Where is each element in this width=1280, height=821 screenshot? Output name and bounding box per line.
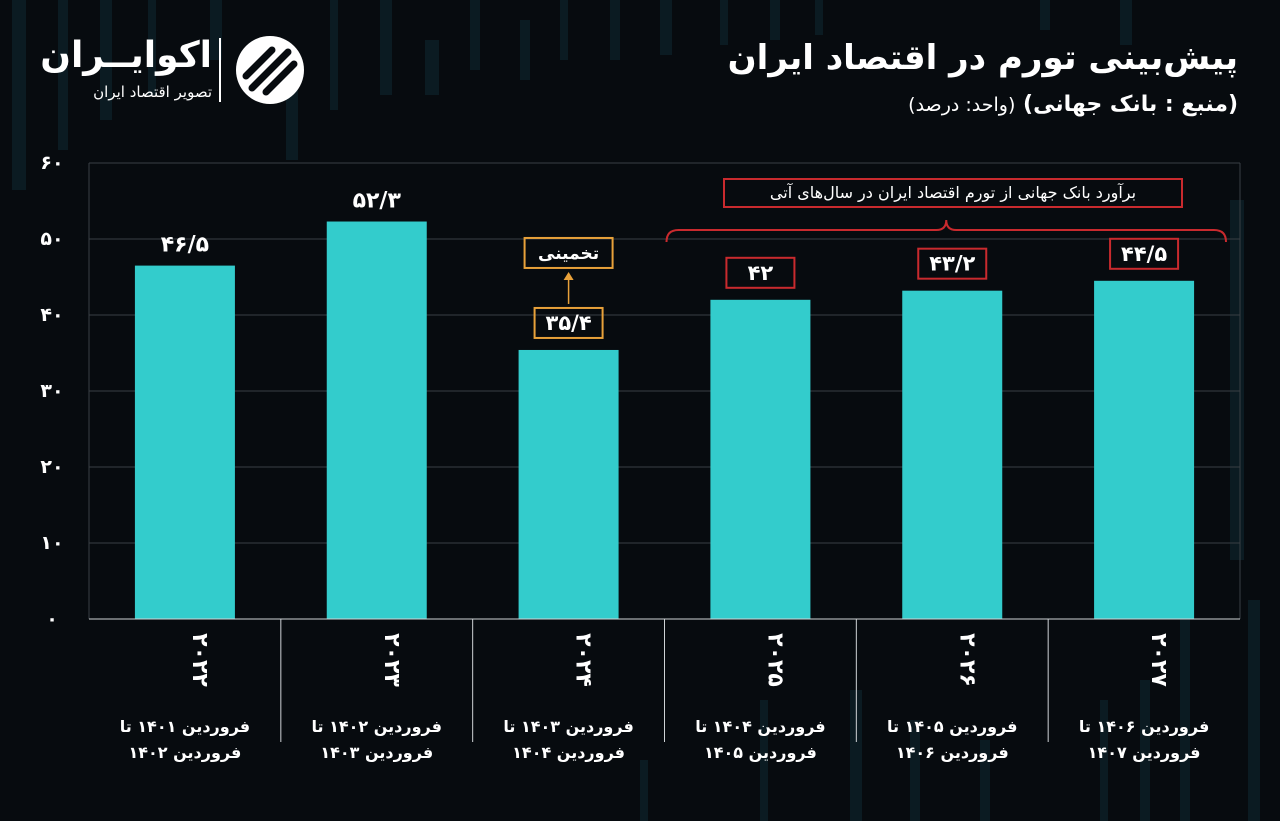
- background-candle: [470, 0, 480, 70]
- period-label: فروردین ۱۴۰۴: [512, 743, 625, 762]
- y-tick-label: ۳۰: [40, 380, 63, 402]
- background-candle: [770, 0, 780, 40]
- background-candle: [1040, 0, 1050, 30]
- x-category-label: ۲۰۲۲: [187, 633, 212, 687]
- logo-name: اکوایــران: [40, 35, 212, 76]
- period-label: فروردین ۱۴۰۶: [896, 743, 1009, 762]
- x-category-label: ۲۰۲۷: [1146, 633, 1171, 687]
- source-label: (منبع : بانک جهانی): [1023, 92, 1238, 117]
- y-tick-label: ۱۰: [40, 532, 63, 554]
- background-candle: [380, 0, 392, 95]
- bar: [518, 349, 619, 619]
- bar: [326, 221, 427, 619]
- bar: [902, 290, 1003, 619]
- background-candle: [58, 0, 68, 150]
- page-title: پیش‌بینی تورم در اقتصاد ایران: [727, 38, 1238, 78]
- period-label: فروردین ۱۴۰۵: [704, 743, 817, 762]
- background-candle: [1120, 0, 1132, 45]
- unit-label: (واحد: درصد): [908, 94, 1016, 116]
- background-candle: [760, 700, 768, 821]
- background-candle: [640, 760, 648, 821]
- value-label: ۴۳/۲: [929, 252, 975, 276]
- background-candle: [12, 0, 26, 190]
- bar: [134, 265, 235, 619]
- value-label: ۴۲: [748, 261, 774, 285]
- bar: [1094, 280, 1195, 619]
- value-label: ۳۵/۴: [546, 311, 592, 335]
- background-candle: [425, 40, 439, 95]
- background-candle: [660, 0, 672, 55]
- y-tick-label: ۶۰: [40, 152, 63, 174]
- background-candle: [1180, 600, 1190, 821]
- x-category-label: ۲۰۲۳: [379, 633, 404, 687]
- background-candle: [560, 0, 568, 60]
- estimate-label-box: [523, 236, 614, 269]
- estimate-arrow-icon: [563, 271, 574, 280]
- value-label-box: [533, 306, 604, 339]
- period-label: فروردین ۱۴۰۳ تا: [503, 717, 633, 736]
- y-tick-label: ۵۰: [40, 228, 63, 250]
- background-candle: [1248, 600, 1260, 821]
- background-candle: [610, 0, 620, 60]
- value-label-box: [917, 247, 988, 280]
- value-label-box: [1109, 237, 1180, 270]
- y-tick-label: ۰: [46, 608, 58, 630]
- logo-tagline: تصویر اقتصاد ایران: [93, 83, 212, 101]
- background-candle: [720, 0, 728, 45]
- forecast-annotation-box: برآورد بانک جهانی از تورم اقتصاد ایران د…: [723, 178, 1183, 208]
- period-label: فروردین ۱۴۰۳: [320, 743, 433, 762]
- background-candle: [815, 0, 823, 35]
- period-label: فروردین ۱۴۰۷: [1088, 743, 1201, 762]
- value-label: ۴۶/۵: [161, 233, 209, 258]
- y-tick-label: ۴۰: [40, 304, 63, 326]
- background-candle: [910, 720, 920, 821]
- period-label: فروردین ۱۴۰۴ تا: [695, 717, 825, 736]
- x-category-label: ۲۰۲۶: [954, 633, 979, 687]
- background-candle: [100, 0, 112, 120]
- ecoiran-logo-icon: [236, 36, 304, 104]
- forecast-bracket: [665, 219, 1227, 243]
- x-category-label: ۲۰۲۵: [762, 633, 787, 687]
- x-category-label: ۲۰۲۴: [571, 633, 596, 687]
- period-label: فروردین ۱۴۰۵ تا: [887, 717, 1017, 736]
- background-candle: [980, 740, 990, 821]
- logo-divider: [219, 38, 221, 102]
- value-label: ۵۲/۳: [353, 189, 402, 214]
- background-candle: [520, 20, 530, 80]
- bar: [710, 299, 811, 619]
- background-candle: [1140, 680, 1150, 821]
- background-candle: [1100, 700, 1108, 821]
- value-label: ۴۴/۵: [1121, 242, 1167, 266]
- y-tick-label: ۲۰: [40, 456, 63, 478]
- period-label: فروردین ۱۴۰۲: [128, 743, 241, 762]
- period-label: فروردین ۱۴۰۶ تا: [1079, 717, 1209, 736]
- estimate-label: تخمینی: [538, 244, 599, 264]
- background-candle: [148, 0, 156, 95]
- background-candle: [850, 690, 862, 821]
- period-label: فروردین ۱۴۰۱ تا: [120, 717, 250, 736]
- value-label-box: [725, 256, 796, 289]
- background-candle: [330, 0, 338, 110]
- period-label: فروردین ۱۴۰۲ تا: [312, 717, 442, 736]
- page-subtitle: (منبع : بانک جهانی) (واحد: درصد): [538, 92, 1238, 117]
